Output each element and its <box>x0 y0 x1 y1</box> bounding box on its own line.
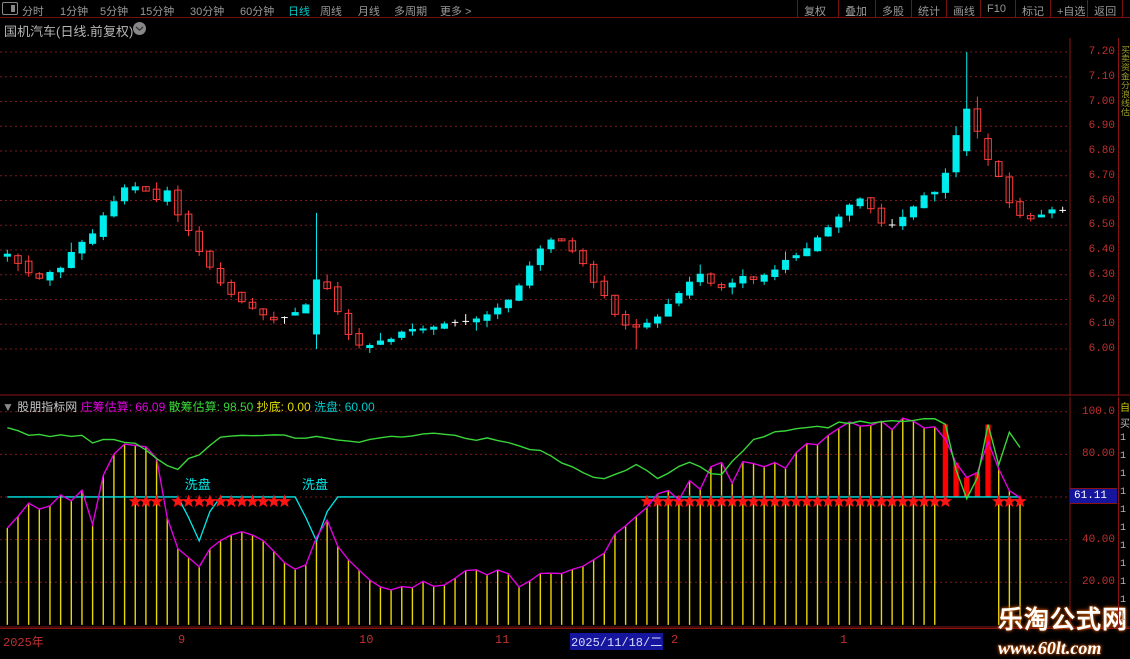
svg-text:洗盘: 洗盘 <box>302 477 328 492</box>
svg-text:洗盘: 洗盘 <box>185 477 211 492</box>
